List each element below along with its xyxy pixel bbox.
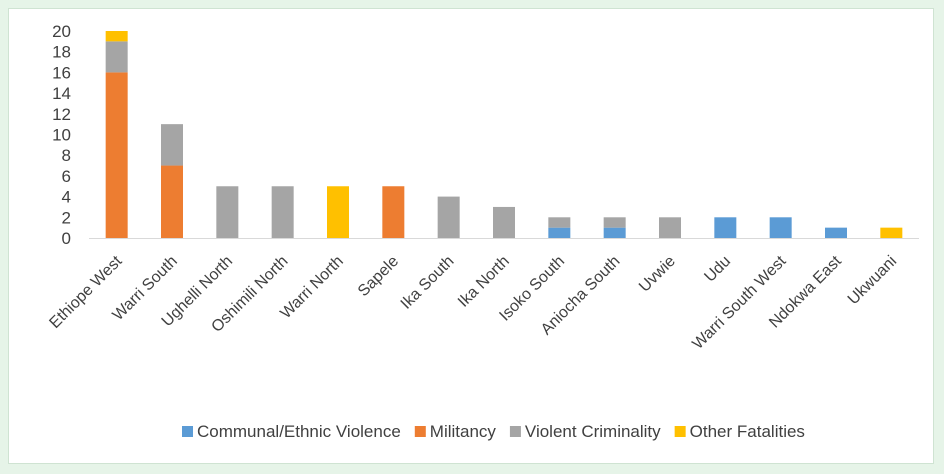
y-tick-label: 6 (62, 167, 71, 186)
y-tick-label: 12 (52, 105, 71, 124)
bar-segment (603, 217, 626, 228)
bar-segment (271, 186, 294, 238)
bar-segment (493, 206, 515, 238)
bar-segment (437, 196, 460, 238)
bar-segment (216, 186, 239, 238)
x-category-label: Warri South West (689, 252, 789, 352)
legend-label: Other Fatalities (690, 422, 805, 441)
bar-segment (825, 227, 847, 238)
x-category-label: Ika North (455, 253, 513, 311)
bar-segment (714, 217, 737, 238)
legend-label: Militancy (430, 422, 497, 441)
bar-segment (382, 186, 405, 238)
bar-segment (105, 72, 128, 239)
x-category-label: Uvwie (636, 253, 679, 296)
bar-segment (105, 31, 128, 42)
y-tick-label: 0 (62, 229, 71, 248)
chart-frame: 0 2 4 6 8 10 12 14 16 18 20 Ethiope West Warri South… (8, 8, 934, 464)
x-category-label: Sapele (355, 253, 402, 300)
legend-swatch (182, 426, 193, 437)
y-tick-label: 2 (62, 208, 71, 227)
y-tick-label: 16 (52, 63, 71, 82)
x-category-label: Udu (701, 253, 734, 286)
x-category-label: Ika South (398, 253, 458, 313)
y-tick-label: 4 (62, 188, 71, 207)
bar-segment (161, 165, 183, 238)
legend-swatch (509, 426, 521, 437)
y-tick-label: 18 (52, 43, 71, 62)
legend-label: Violent Criminality (525, 422, 661, 441)
y-tick-label: 14 (52, 84, 71, 103)
y-tick-label: 10 (52, 126, 71, 145)
bar-segment (327, 186, 349, 238)
legend-swatch (414, 426, 426, 437)
bar-segment (161, 124, 183, 166)
x-category-label: Ukwuani (845, 253, 900, 308)
bar-segment (548, 217, 571, 228)
y-tick-label: 8 (62, 146, 71, 165)
bar-segment (659, 217, 681, 238)
legend-swatch (674, 426, 686, 437)
legend-label: Communal/Ethnic Violence (197, 422, 401, 441)
bar-segment (880, 227, 903, 238)
bar-segment (603, 227, 626, 238)
y-tick-label: 20 (52, 22, 71, 41)
bar-segment (769, 217, 792, 238)
bar-segment (105, 41, 128, 73)
x-category-label: Ethiope West (46, 252, 125, 331)
bar-segment (548, 227, 571, 238)
